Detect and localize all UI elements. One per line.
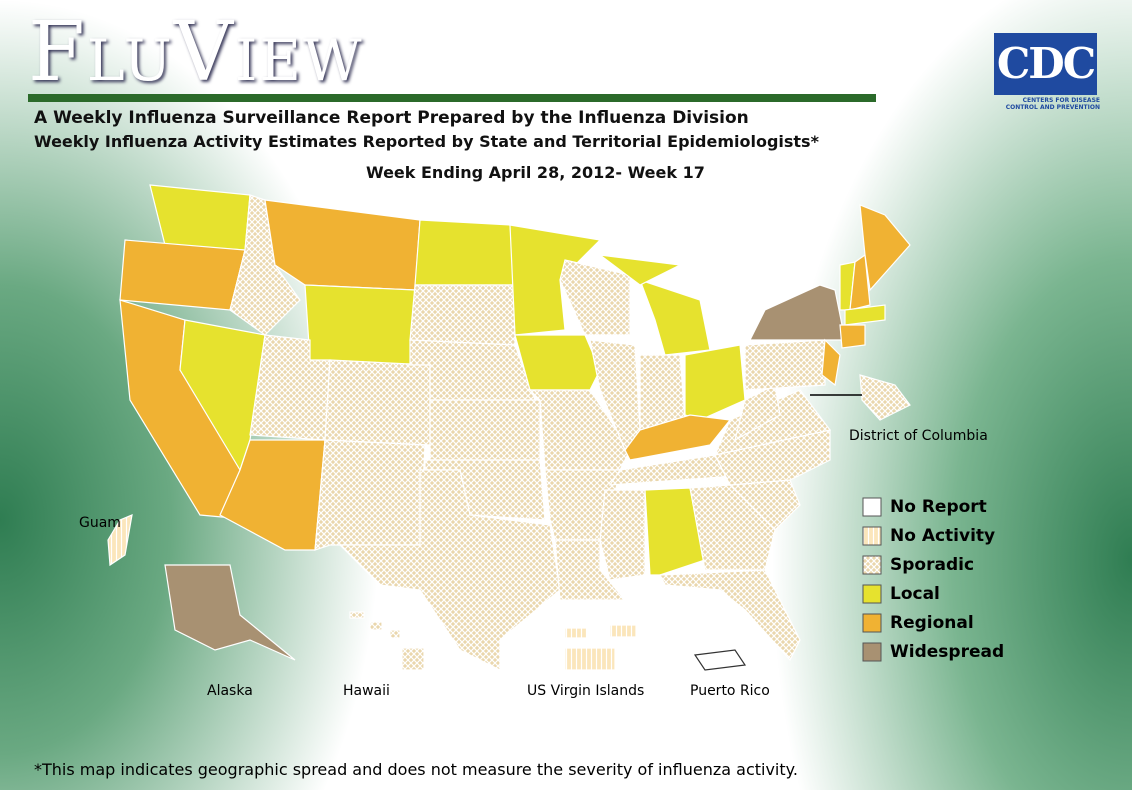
legend-label: Sporadic — [890, 554, 975, 575]
swatch — [862, 555, 882, 574]
legend-swatch — [862, 584, 882, 603]
legend-label: No Report — [890, 496, 987, 517]
map-label: Guam — [79, 515, 121, 531]
map-label: Puerto Rico — [690, 683, 770, 699]
swatch — [862, 584, 882, 603]
legend-swatch — [862, 497, 882, 516]
legend-label: Local — [890, 583, 940, 604]
legend-item: Widespread — [862, 637, 1004, 666]
title: FluView — [28, 5, 364, 100]
legend-item: Regional — [862, 608, 1004, 637]
legend-swatch — [862, 642, 882, 661]
map-label: Hawaii — [343, 683, 390, 699]
logo: CDC — [994, 33, 1097, 95]
legend-label: Widespread — [890, 641, 1005, 662]
legend-swatch — [862, 613, 882, 632]
subtitle: Weekly Influenza Activity Estimates Repo… — [34, 132, 819, 151]
legend-item: No Report — [862, 492, 1004, 521]
map-label: Alaska — [207, 683, 253, 699]
footnote: *This map indicates geographic spread an… — [34, 760, 798, 779]
states — [107, 184, 911, 671]
legend-label: No Activity — [890, 525, 996, 546]
legend-label: Regional — [890, 612, 974, 633]
legend-item: Local — [862, 579, 1004, 608]
map-label: District of Columbia — [849, 428, 988, 444]
logo-tagline: Centers for Disease Control and Preventi… — [1005, 97, 1100, 111]
map-label: US Virgin Islands — [527, 683, 645, 699]
legend-item: Sporadic — [862, 550, 1004, 579]
swatch — [862, 642, 882, 661]
legend-swatch — [862, 555, 882, 574]
title-rule — [28, 94, 876, 102]
legend: No Report No Activity Sporadic Local Regiona… — [862, 492, 1004, 666]
legend-item: No Activity — [862, 521, 1004, 550]
legend-swatch — [862, 526, 882, 545]
subtitle: A Weekly Influenza Surveillance Report P… — [34, 108, 749, 128]
week: Week Ending April 28, 2012- Week 17 — [366, 163, 705, 182]
swatch — [862, 613, 882, 632]
swatch — [862, 497, 882, 516]
swatch — [862, 526, 882, 545]
